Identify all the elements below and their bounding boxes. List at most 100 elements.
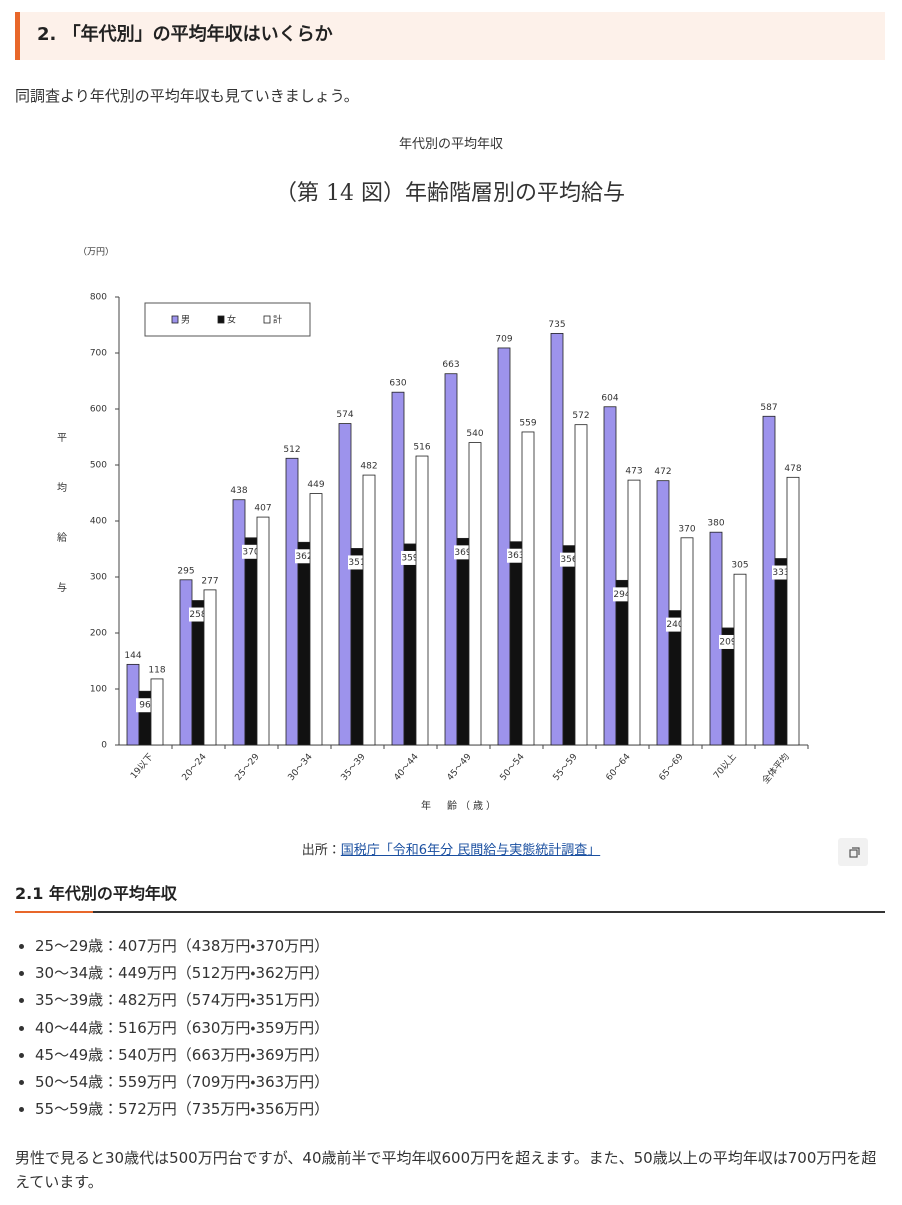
y-tick-label: 100 — [90, 685, 107, 695]
bar — [562, 545, 576, 746]
bar — [603, 406, 617, 746]
bar — [297, 541, 311, 746]
y-tick-label: 0 — [101, 741, 107, 751]
legend-label: 女 — [227, 314, 236, 326]
value-label-bg — [454, 545, 472, 560]
value-label: 587 — [760, 403, 777, 413]
y-tick-label: 300 — [90, 573, 107, 583]
y-tick-label: 500 — [90, 461, 107, 471]
value-label-bg — [401, 550, 419, 565]
value-label: 144 — [124, 651, 141, 661]
x-tick-label: 19以下 — [129, 752, 156, 781]
x-tick-label: 45～49 — [446, 752, 474, 783]
value-label-bg — [242, 544, 260, 559]
section-heading: 2. 「年代別」の平均年収はいくらか — [15, 12, 885, 60]
legend-swatch — [171, 315, 179, 324]
bar — [338, 423, 352, 746]
x-axis-title: 年 齢（歳） — [421, 799, 499, 812]
value-label-bg — [295, 549, 313, 564]
value-label: 370 — [242, 547, 259, 557]
list-item: 25～29歳：407万円（438万円・370万円） — [35, 933, 329, 960]
value-label: 277 — [201, 576, 218, 586]
chart-title: （第 14 図）年齢階層別の平均給与 — [275, 181, 625, 206]
legend-label: 計 — [273, 314, 282, 326]
bar — [774, 558, 788, 746]
bar — [680, 537, 694, 746]
bar — [497, 347, 511, 746]
value-label: 118 — [148, 665, 165, 675]
bar — [786, 476, 800, 746]
value-label: 359 — [401, 553, 418, 563]
bar — [574, 424, 588, 746]
value-label: 295 — [177, 566, 194, 576]
bar — [150, 678, 164, 746]
value-label-bg — [348, 555, 366, 570]
y-tick-label: 400 — [90, 517, 107, 527]
y-tick-label: 600 — [90, 405, 107, 415]
bar — [391, 391, 405, 746]
value-label: 305 — [731, 561, 748, 571]
bar — [733, 573, 747, 746]
bar — [521, 431, 535, 746]
bar — [256, 516, 270, 746]
value-label: 380 — [707, 519, 724, 529]
value-label: 512 — [283, 445, 300, 455]
x-tick-label: 25～29 — [234, 752, 262, 783]
list-item: 30～34歳：449万円（512万円・362万円） — [35, 960, 329, 987]
value-label: 351 — [348, 558, 365, 568]
bar — [762, 415, 776, 746]
bar — [615, 579, 629, 746]
bar — [244, 537, 258, 746]
bar — [179, 579, 193, 746]
value-label: 369 — [454, 548, 471, 558]
value-label: 370 — [678, 524, 695, 534]
unit-label: （万円） — [78, 247, 114, 258]
value-label: 572 — [572, 411, 589, 421]
bar — [350, 548, 364, 746]
intro-text: 同調査より年代別の平均年収も見ていきましょう。 — [15, 87, 359, 105]
value-label-bg — [560, 552, 578, 567]
bar — [456, 537, 470, 746]
x-tick-label: 65～69 — [658, 752, 686, 783]
value-label: 709 — [495, 334, 512, 344]
y-axis-title: 平均給与 — [55, 432, 67, 632]
value-label-bg — [666, 617, 684, 632]
value-label: 407 — [254, 504, 271, 514]
summary-list: 25～29歳：407万円（438万円・370万円）30～34歳：449万円（51… — [20, 933, 329, 1123]
bar — [309, 493, 323, 746]
value-label-bg — [613, 587, 631, 602]
bar — [191, 600, 205, 746]
bar — [627, 479, 641, 746]
value-label: 363 — [507, 551, 524, 561]
x-tick-label: 50～54 — [499, 752, 527, 783]
value-label: 516 — [413, 443, 430, 453]
value-label-bg — [507, 548, 525, 563]
y-tick-label: 200 — [90, 629, 107, 639]
value-label: 604 — [601, 393, 618, 403]
x-tick-label: 30～34 — [287, 752, 315, 783]
source-link[interactable]: 国税庁「令和6年分 民間給与実態統計調査」 — [340, 843, 601, 858]
value-label-bg — [136, 698, 154, 713]
value-label: 449 — [307, 480, 324, 490]
conclusion-text: 男性で見ると30歳代は500万円台ですが、40歳前半で平均年収600万円を超えま… — [15, 1149, 877, 1191]
x-tick-label: 35～39 — [340, 752, 368, 783]
list-item: 45～49歳：540万円（663万円・369万円） — [35, 1042, 329, 1069]
copy-button[interactable] — [838, 838, 868, 866]
list-item: 50～54歳：559万円（709万円・363万円） — [35, 1069, 329, 1096]
value-label: 478 — [784, 464, 801, 474]
value-label: 482 — [360, 462, 377, 472]
bar — [362, 474, 376, 746]
bar — [415, 455, 429, 746]
bar — [203, 589, 217, 746]
bar — [656, 480, 670, 746]
chart: （第 14 図）年齢階層別の平均給与 （万円） 平均給与 年 齢（歳） 0 100… — [55, 181, 809, 812]
value-label: 540 — [466, 429, 483, 439]
bar — [509, 541, 523, 746]
legend-label: 男 — [181, 315, 190, 326]
value-label-bg — [189, 607, 207, 622]
bar — [550, 332, 564, 746]
x-tick-label: 全体平均 — [759, 751, 791, 786]
value-label: 240 — [666, 620, 683, 630]
bar — [403, 543, 417, 746]
value-label: 333 — [772, 568, 789, 578]
